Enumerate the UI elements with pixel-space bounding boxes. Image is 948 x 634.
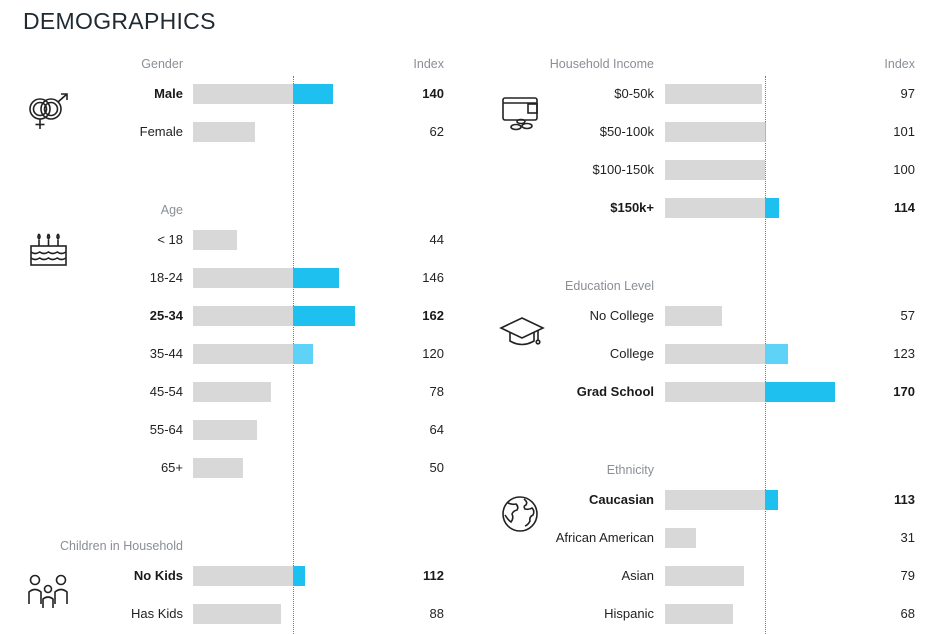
index-value: 170 xyxy=(893,384,915,399)
index-value: 123 xyxy=(893,346,915,361)
bar-gray xyxy=(193,344,293,364)
birthday-cake-icon xyxy=(30,233,67,266)
bar-gray xyxy=(665,122,765,142)
category-label: Grad School xyxy=(576,384,654,399)
bar-gray xyxy=(193,268,293,288)
category-label: $100-150k xyxy=(592,162,654,177)
index-value: 44 xyxy=(429,232,444,247)
category-label: 35-44 xyxy=(149,346,183,361)
index-value: 64 xyxy=(429,422,444,437)
category-label: African American xyxy=(555,530,654,545)
index-value: 79 xyxy=(900,568,915,583)
bar-gray xyxy=(193,566,293,586)
bar-over-index xyxy=(293,344,313,364)
index-value: 146 xyxy=(422,270,444,285)
index-header: Index xyxy=(413,57,444,71)
bar-gray xyxy=(665,160,765,180)
page-title: DEMOGRAPHICS xyxy=(23,8,216,34)
category-label: $0-50k xyxy=(614,86,654,101)
bar-gray xyxy=(665,528,696,548)
family-icon xyxy=(28,574,68,608)
bar-over-index xyxy=(293,566,305,586)
bar-over-index xyxy=(765,122,766,142)
bar-over-index xyxy=(765,198,779,218)
bar-over-index xyxy=(293,268,339,288)
index-value: 31 xyxy=(900,530,915,545)
index-value: 78 xyxy=(429,384,444,399)
category-label: Female xyxy=(139,124,183,139)
group-title: Household Income xyxy=(549,57,654,71)
bar-gray xyxy=(193,230,237,250)
index-value: 112 xyxy=(423,568,444,583)
bar-gray xyxy=(193,420,257,440)
category-label: Has Kids xyxy=(130,606,183,621)
bar-over-index xyxy=(765,382,835,402)
index-value: 88 xyxy=(429,606,444,621)
bar-gray xyxy=(193,122,255,142)
bar-over-index xyxy=(293,84,333,104)
index-value: 68 xyxy=(900,606,915,621)
category-label: 65+ xyxy=(160,460,183,475)
group-title: Children in Household xyxy=(60,539,183,553)
bar-gray xyxy=(193,382,271,402)
group-title: Education Level xyxy=(565,279,654,293)
bar-gray xyxy=(665,344,765,364)
index-value: 97 xyxy=(900,86,915,101)
index-value: 140 xyxy=(422,86,444,101)
wallet-icon xyxy=(502,97,538,131)
bar-gray xyxy=(665,198,765,218)
bar-gray xyxy=(665,566,744,586)
bar-gray xyxy=(665,306,722,326)
bar-over-index xyxy=(293,306,355,326)
bar-gray xyxy=(665,84,762,104)
index-value: 100 xyxy=(893,162,915,177)
globe-icon xyxy=(502,496,538,532)
category-label: < 18 xyxy=(157,232,183,247)
bar-gray xyxy=(665,382,765,402)
index-value: 57 xyxy=(900,308,915,323)
gender-icon xyxy=(29,93,68,129)
category-label: Male xyxy=(154,86,183,101)
bar-gray xyxy=(193,458,243,478)
category-label: No College xyxy=(589,308,654,323)
category-label: Hispanic xyxy=(604,606,654,621)
category-label: $50-100k xyxy=(599,124,654,139)
bar-gray xyxy=(665,490,765,510)
group-title: Age xyxy=(160,203,183,217)
bar-gray xyxy=(665,604,733,624)
index-value: 62 xyxy=(429,124,444,139)
category-label: 55-64 xyxy=(149,422,183,437)
bar-over-index xyxy=(765,490,778,510)
index-value: 114 xyxy=(894,200,915,215)
index-value: 120 xyxy=(422,346,444,361)
index-value: 162 xyxy=(422,308,444,323)
bar-gray xyxy=(193,306,293,326)
bar-over-index xyxy=(765,344,788,364)
graduation-cap-icon xyxy=(499,317,545,346)
index-value: 50 xyxy=(429,460,444,475)
category-label: 45-54 xyxy=(149,384,183,399)
group-title: Gender xyxy=(141,57,183,71)
index-value: 101 xyxy=(893,124,915,139)
category-label: College xyxy=(609,346,654,361)
category-label: $150k+ xyxy=(610,200,654,215)
group-title: Ethnicity xyxy=(606,463,654,477)
index-header: Index xyxy=(884,57,915,71)
category-label: Asian xyxy=(621,568,654,583)
category-label: 18-24 xyxy=(149,270,183,285)
index-value: 113 xyxy=(894,492,915,507)
bar-gray xyxy=(193,604,281,624)
category-label: No Kids xyxy=(133,568,183,583)
category-label: 25-34 xyxy=(149,308,183,323)
bar-gray xyxy=(193,84,293,104)
category-label: Caucasian xyxy=(588,492,654,507)
